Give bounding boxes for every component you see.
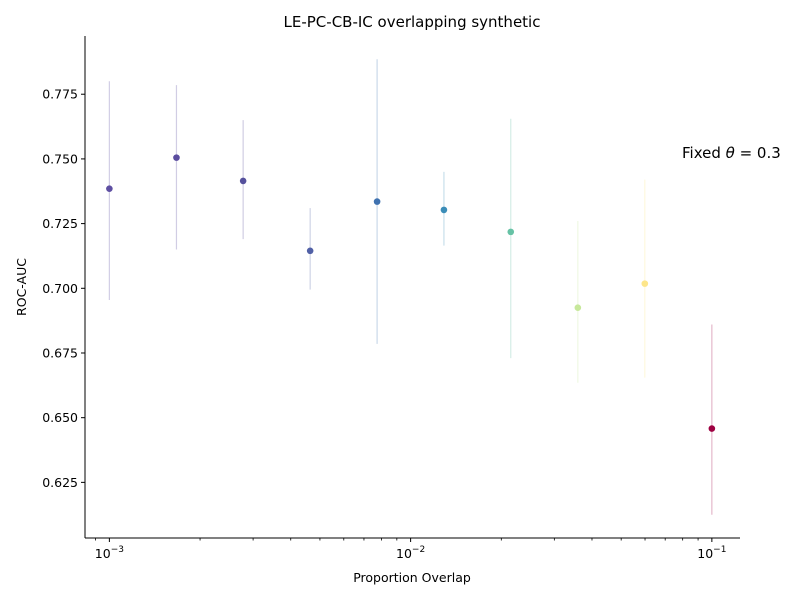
y-tick-label-7: 0.775	[42, 87, 78, 102]
data-points	[106, 154, 716, 432]
y-tick-label-6: 0.750	[42, 151, 78, 166]
data-point-9	[641, 280, 649, 287]
data-point-10	[708, 425, 716, 432]
data-point-6	[440, 206, 448, 214]
y-tick-label-3: 0.675	[42, 345, 78, 360]
data-point-7	[507, 228, 515, 236]
chart-title: LE-PC-CB-IC overlapping synthetic	[284, 13, 541, 31]
annotation-prefix: Fixed	[682, 144, 726, 162]
x-ticks: 10−3 10−2 10−1	[95, 538, 726, 561]
x-minor-ticks	[95, 538, 699, 541]
x-axis-label: Proportion Overlap	[353, 570, 471, 585]
y-tick-label-2: 0.650	[42, 410, 78, 425]
data-point-8	[574, 304, 582, 312]
y-axis-label: ROC-AUC	[14, 258, 29, 316]
y-tick-label-5: 0.725	[42, 216, 78, 231]
data-point-4	[306, 247, 314, 255]
x-tick-label-1: 10−3	[95, 545, 124, 561]
y-ticks: 0.625 0.650 0.675 0.700 0.725 0.750 0.775	[42, 87, 85, 490]
data-point-1	[106, 185, 113, 192]
data-point-2	[173, 154, 180, 161]
x-tick-label-2: 10−2	[396, 545, 425, 561]
annotation-suffix: = 0.3	[735, 144, 781, 162]
data-point-3	[239, 177, 247, 185]
annotation-fixed-theta: Fixed θ = 0.3	[682, 144, 781, 162]
y-tick-label-1: 0.625	[42, 475, 78, 490]
annotation-symbol: θ	[726, 144, 735, 162]
x-tick-label-3: 10−1	[697, 545, 726, 561]
data-point-5	[373, 198, 381, 205]
y-tick-label-4: 0.700	[42, 281, 78, 296]
